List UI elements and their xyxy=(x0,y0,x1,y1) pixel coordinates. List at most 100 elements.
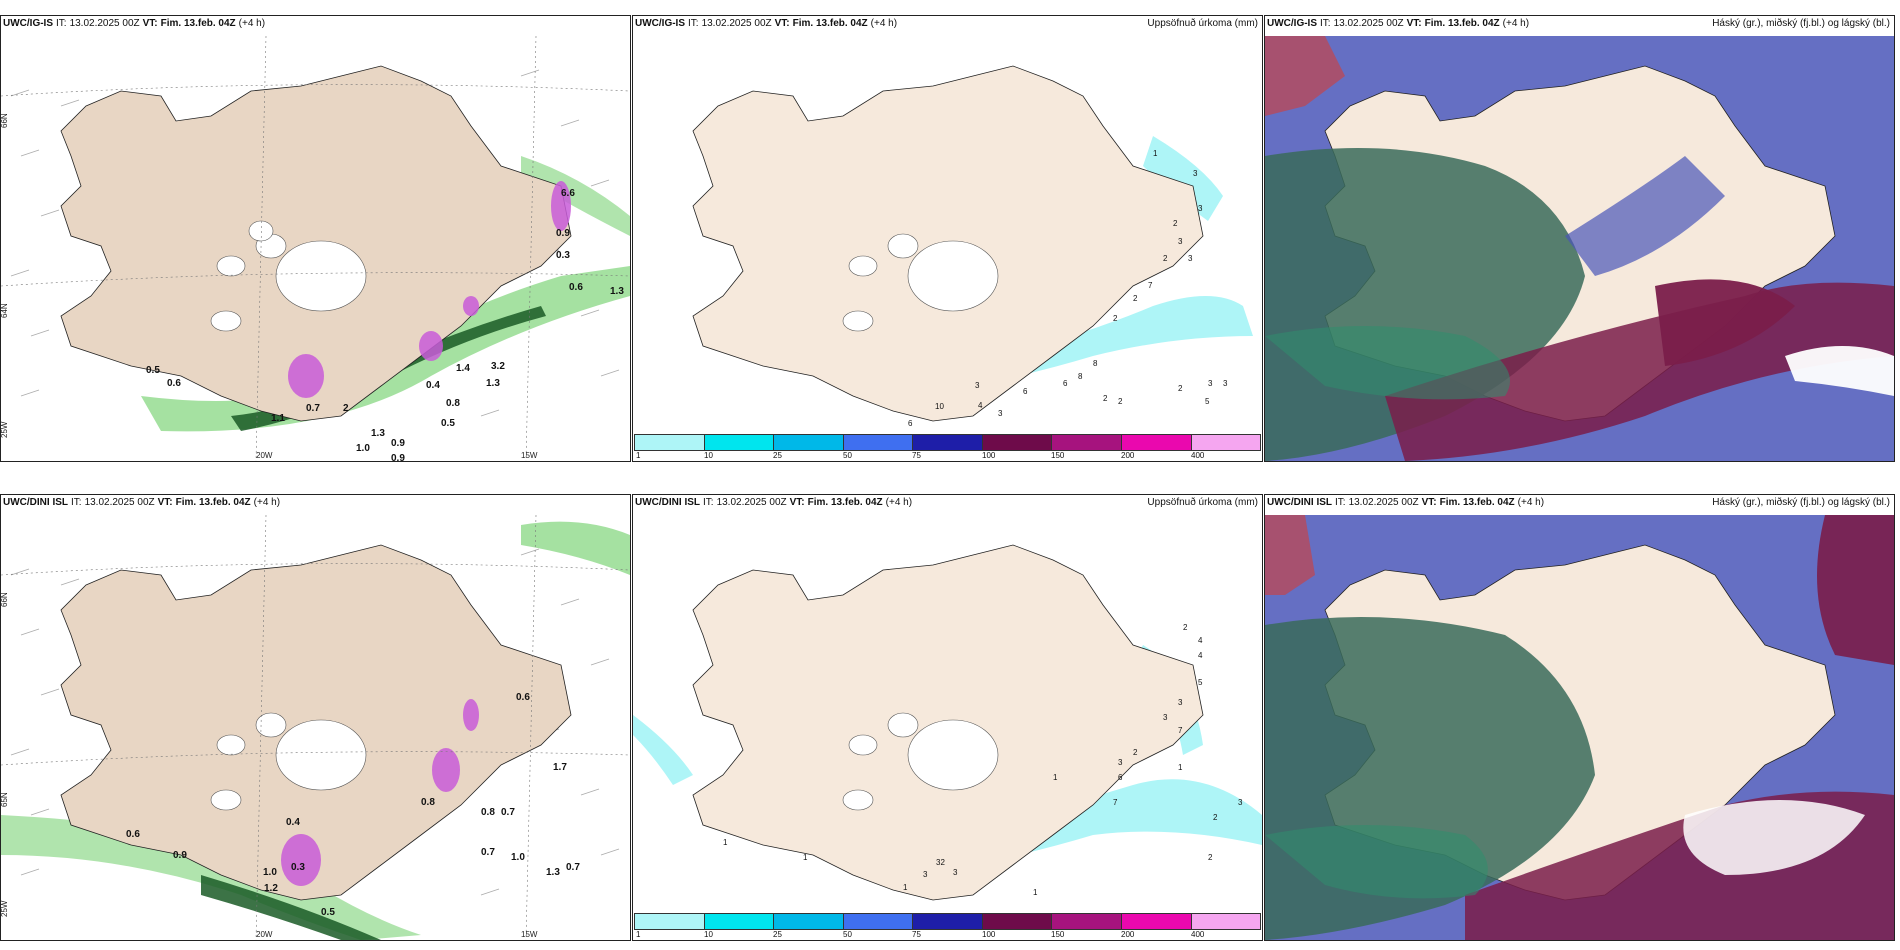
precip-label: 3 xyxy=(998,409,1003,418)
lon-label-15: 15W xyxy=(521,930,538,939)
colorbar-label: 25 xyxy=(773,451,782,460)
colorbar-swatch xyxy=(1052,435,1122,450)
init-label: IT: xyxy=(56,18,67,29)
precip-label: 2 xyxy=(1183,623,1188,632)
model-name: UWC/DINI ISL xyxy=(635,497,700,508)
precip-label: 4 xyxy=(1198,651,1203,660)
wind-label: 1.7 xyxy=(553,762,567,773)
wind-label: 0.6 xyxy=(126,829,140,840)
valid-time: Fim. 13.feb. 04Z xyxy=(1439,497,1515,508)
colorbar-swatch xyxy=(704,914,775,929)
precip-label: 3 xyxy=(1163,713,1168,722)
wind-label: 1.3 xyxy=(610,286,624,297)
init-label: IT: xyxy=(703,497,714,508)
lead-time: (+4 h) xyxy=(253,497,281,508)
precip-label: 5 xyxy=(1198,678,1203,687)
colorbar-swatches xyxy=(634,434,1261,451)
lead-time: (+4 h) xyxy=(1517,497,1545,508)
precip-label: 3 xyxy=(953,868,958,877)
valid-label: VT: xyxy=(157,497,173,508)
init-time: 13.02.2025 00Z xyxy=(716,497,787,508)
colorbar-label: 1 xyxy=(636,930,641,939)
colorbar-label: 1 xyxy=(636,451,641,460)
precip-label: 7 xyxy=(1113,798,1118,807)
precip-label: 10 xyxy=(935,402,944,411)
colorbar: 1 10 25 50 75 100 150 200 400 xyxy=(634,434,1261,460)
precip-label: 6 xyxy=(1023,387,1028,396)
panel-clouds-bottom: UWC/DINI ISL IT: 13.02.2025 00Z VT: Fim.… xyxy=(1264,494,1895,941)
panel-clouds-top: UWC/IG-IS IT: 13.02.2025 00Z VT: Fim. 13… xyxy=(1264,15,1895,462)
init-time: 13.02.2025 00Z xyxy=(1348,497,1419,508)
lon-label-20: 20W xyxy=(256,930,273,939)
panel-header: UWC/IG-IS IT: 13.02.2025 00Z VT: Fim. 13… xyxy=(1267,18,1890,34)
panel-header: UWC/IG-IS IT: 13.02.2025 00Z VT: Fim. 13… xyxy=(3,18,626,34)
precip-label: 2 xyxy=(1163,254,1168,263)
precip-label: 3 xyxy=(1178,237,1183,246)
colorbar-swatch xyxy=(1052,914,1122,929)
wind-label: 0.9 xyxy=(391,453,405,461)
colorbar-label: 10 xyxy=(704,451,713,460)
precip-label: 3 xyxy=(1223,379,1228,388)
valid-label: VT: xyxy=(1421,497,1437,508)
model-name: UWC/IG-IS xyxy=(1267,18,1317,29)
lat-label-66: 66N xyxy=(1,592,9,607)
panel-wind-top: UWC/IG-IS IT: 13.02.2025 00Z VT: Fim. 13… xyxy=(0,15,631,462)
wind-label: 0.6 xyxy=(516,692,530,703)
lat-label-65: 65N xyxy=(1,792,9,807)
colorbar-label: 150 xyxy=(1051,930,1065,939)
colorbar-label: 400 xyxy=(1191,451,1205,460)
precip-label: 3 xyxy=(1178,698,1183,707)
model-name: UWC/IG-IS xyxy=(3,18,53,29)
colorbar-swatch xyxy=(635,435,705,450)
precip-label: 3 xyxy=(1193,169,1198,178)
wind-label: 0.7 xyxy=(481,847,495,858)
wind-map: 66N 65N 25W 20W 15W 0.6 0.9 1.0 0.5 0.7 … xyxy=(1,515,630,940)
precip-label: 2 xyxy=(1213,813,1218,822)
lat-label-66: 66N xyxy=(1,113,9,128)
valid-time: Fim. 13.feb. 04Z xyxy=(175,497,251,508)
precip-label: 6 xyxy=(908,419,913,428)
init-time: 13.02.2025 00Z xyxy=(1333,18,1404,29)
colorbar-swatches xyxy=(634,913,1261,930)
colorbar-swatch xyxy=(843,914,914,929)
init-time: 13.02.2025 00Z xyxy=(84,497,155,508)
wind-label: 0.4 xyxy=(286,817,300,828)
precip-label: 7 xyxy=(1148,281,1153,290)
valid-time: Fim. 13.feb. 04Z xyxy=(792,18,868,29)
valid-label: VT: xyxy=(1406,18,1422,29)
precip-label: 2 xyxy=(1133,294,1138,303)
colorbar-label: 150 xyxy=(1051,451,1065,460)
precip-label: 3 xyxy=(923,870,928,879)
valid-time: Fim. 13.feb. 04Z xyxy=(1424,18,1500,29)
init-time: 13.02.2025 00Z xyxy=(701,18,772,29)
precip-label: 2 xyxy=(1133,748,1138,757)
wind-label: 0.3 xyxy=(291,862,305,873)
precip-label: 8 xyxy=(1093,359,1098,368)
precip-label: 2 xyxy=(1208,853,1213,862)
precip-label: 3 xyxy=(1198,204,1203,213)
lead-time: (+4 h) xyxy=(870,18,898,29)
lead-time: (+4 h) xyxy=(238,18,266,29)
wind-label: 0.5 xyxy=(146,365,160,376)
panel-header: UWC/DINI ISL IT: 13.02.2025 00Z VT: Fim.… xyxy=(635,497,1258,513)
panel-title: Háský (gr.), miðský (fj.bl.) og lágský (… xyxy=(1712,497,1890,508)
precip-label: 2 xyxy=(1178,384,1183,393)
precip-label: 7 xyxy=(1178,726,1183,735)
wind-label: 1.4 xyxy=(456,363,470,374)
colorbar-labels: 1 10 25 50 75 100 150 200 400 xyxy=(634,930,1261,940)
wind-label: 0.7 xyxy=(306,403,320,414)
colorbar-labels: 1 10 25 50 75 100 150 200 400 xyxy=(634,451,1261,461)
wind-label: 0.5 xyxy=(321,907,335,918)
precip-label: 1 xyxy=(903,883,908,892)
wind-label: 0.5 xyxy=(441,418,455,429)
precip-value-labels: 1 1 2 4 4 5 3 3 7 1 2 3 6 1 2 3 7 1 1 2 … xyxy=(723,623,1243,897)
precip-label: 32 xyxy=(936,858,945,867)
precip-label: 6 xyxy=(1063,379,1068,388)
precip-label: 1 xyxy=(1153,149,1158,158)
precip-map: 1 1 2 4 4 5 3 3 7 1 2 3 6 1 2 3 7 1 1 2 … xyxy=(633,544,1262,901)
wind-label: 3.2 xyxy=(491,361,505,372)
valid-time: Fim. 13.feb. 04Z xyxy=(807,497,883,508)
lon-label-20: 20W xyxy=(256,451,273,460)
wind-label: 1.0 xyxy=(511,852,525,863)
wind-label: 0.7 xyxy=(566,862,580,873)
